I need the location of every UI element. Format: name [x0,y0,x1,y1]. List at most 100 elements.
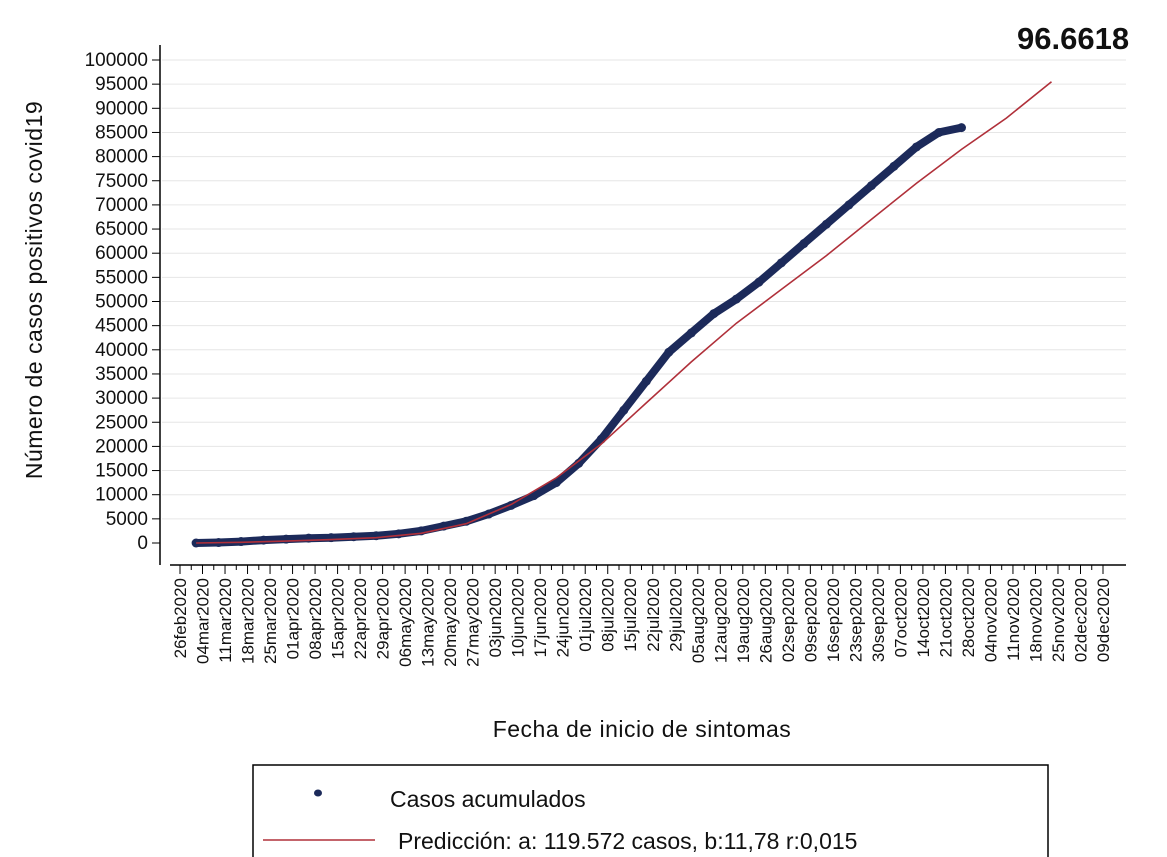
y-tick-label: 75000 [95,171,148,192]
y-tick-label: 100000 [85,50,148,71]
data-point [731,294,741,304]
y-tick-label: 15000 [95,461,148,482]
y-tick-label: 55000 [95,267,148,288]
y-tick-label: 35000 [95,364,148,385]
data-point [889,161,899,171]
legend-box [252,764,1049,857]
y-tick-label: 20000 [95,436,148,457]
data-point [371,531,381,541]
x-tick-label: 04mar2020 [194,578,213,664]
y-tick-label: 65000 [95,219,148,240]
x-tick-label: 01jul2020 [576,578,595,652]
data-point [844,200,854,210]
y-axis-ticks: 1000009500090000850008000075000700006500… [85,50,160,554]
x-tick-label: 09sep2020 [801,578,820,662]
data-point [799,239,809,249]
data-point [304,533,314,543]
x-tick-label: 01apr2020 [284,578,303,659]
data-point [686,328,696,338]
x-tick-label: 23sep2020 [846,578,865,662]
casos-acumulados-band [192,123,966,547]
data-point [596,434,606,444]
y-tick-label: 25000 [95,412,148,433]
x-tick-label: 13may2020 [419,578,438,667]
x-tick-label: 24jun2020 [554,578,573,657]
y-tick-label: 0 [137,533,148,554]
data-point [911,142,921,152]
annotation-value: 96.6618 [1017,21,1129,56]
legend-label-prediccion: Predicción: a: 119.572 casos, b:11,78 r:… [398,828,857,854]
x-tick-label: 19aug2020 [734,578,753,663]
data-point [394,529,404,539]
data-point [956,123,966,133]
y-tick-label: 5000 [106,509,148,530]
prediccion-line [196,81,1053,544]
legend-label-casos: Casos acumulados [390,786,586,812]
x-tick-label: 27may2020 [464,578,483,667]
x-tick-label: 22apr2020 [351,578,370,659]
data-point [529,491,539,501]
x-tick-label: 29jul2020 [666,578,685,652]
y-tick-label: 45000 [95,316,148,337]
data-point [191,538,201,548]
legend-marker-casos [314,789,322,797]
x-tick-label: 12aug2020 [711,578,730,663]
x-tick-label: 11mar2020 [216,578,235,663]
x-tick-label: 17jun2020 [531,578,550,657]
x-tick-label: 16sep2020 [824,578,843,662]
data-point [641,376,651,386]
x-tick-label: 28oct2020 [959,578,978,657]
x-tick-label: 22jul2020 [644,578,663,652]
gridlines [162,59,1126,520]
data-point [821,219,831,229]
x-tick-label: 02dec2020 [1071,578,1090,662]
y-axis-title: Número de casos positivos covid19 [21,101,47,479]
x-tick-label: 18nov2020 [1026,578,1045,662]
x-axis-ticks: 26feb2020 04mar2020 11mar2020 18mar2020 25ma… [171,565,1113,667]
x-tick-label: 26feb2020 [171,578,190,658]
x-tick-label: 11nov2020 [1004,578,1023,661]
x-tick-label: 02sep2020 [779,578,798,662]
x-tick-label: 07oct2020 [891,578,910,657]
data-point [776,258,786,268]
x-tick-label: 10jun2020 [509,578,528,657]
x-tick-label: 15jul2020 [621,578,640,652]
x-tick-label: 14oct2020 [914,578,933,657]
x-tick-label: 05aug2020 [689,578,708,663]
data-point [326,533,336,543]
y-tick-label: 50000 [95,292,148,313]
data-point [349,532,359,542]
x-tick-label: 18mar2020 [239,578,258,664]
data-point [934,127,944,137]
x-tick-label: 06may2020 [396,578,415,667]
data-point [664,347,674,357]
data-point [754,277,764,287]
y-tick-label: 40000 [95,340,148,361]
data-point [709,309,719,319]
x-tick-label: 15apr2020 [329,578,348,659]
data-point [281,534,291,544]
y-tick-label: 90000 [95,98,148,119]
x-tick-label: 04nov2020 [981,578,1000,662]
y-tick-label: 70000 [95,195,148,216]
y-tick-label: 85000 [95,122,148,143]
data-point [866,181,876,191]
x-tick-label: 09dec2020 [1094,578,1113,662]
data-point [551,478,561,488]
x-axis-title: Fecha de inicio de sintomas [493,716,792,742]
data-point [619,405,629,415]
x-tick-label: 21oct2020 [936,578,955,657]
y-tick-label: 80000 [95,147,148,168]
x-tick-label: 30sep2020 [869,578,888,662]
x-tick-label: 20may2020 [441,578,460,667]
x-tick-label: 08apr2020 [306,578,325,659]
x-tick-label: 25nov2020 [1049,578,1068,662]
x-tick-label: 25mar2020 [261,578,280,664]
x-tick-label: 26aug2020 [756,578,775,663]
data-point [259,535,269,545]
y-tick-label: 60000 [95,243,148,264]
casos-acumulados-series [191,123,966,548]
x-tick-label: 08jul2020 [599,578,618,652]
x-tick-label: 03jun2020 [486,578,505,657]
